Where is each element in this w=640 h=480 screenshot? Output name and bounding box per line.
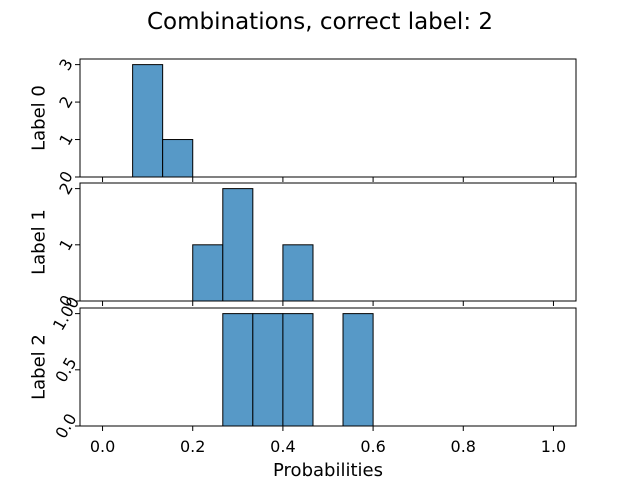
y-axis-label: Label 1 xyxy=(29,209,50,275)
panel-frame xyxy=(79,307,577,427)
histogram-bar xyxy=(282,313,314,427)
histogram-bar xyxy=(222,313,254,427)
histogram-bar xyxy=(192,244,224,302)
x-axis-label: Probabilities xyxy=(273,460,383,480)
y-tick-label: 2 xyxy=(55,93,77,111)
histogram-bar xyxy=(342,313,374,427)
y-axis-label: Label 2 xyxy=(29,334,50,400)
chart-title: Combinations, correct label: 2 xyxy=(147,9,493,35)
x-tick-label: 0.6 xyxy=(360,437,385,456)
y-tick-label: 1 xyxy=(55,236,77,254)
histogram-bar xyxy=(252,313,284,427)
histogram-bar xyxy=(162,139,194,178)
x-tick-label: 0.4 xyxy=(270,437,295,456)
y-axis-label: Label 0 xyxy=(29,85,50,151)
x-tick-label: 1.0 xyxy=(541,437,566,456)
histogram-bar xyxy=(132,64,164,178)
y-tick-label: 1 xyxy=(55,130,77,148)
y-tick-label: 3 xyxy=(55,55,77,73)
y-tick-label: 0.0 xyxy=(51,410,80,442)
histogram-bar xyxy=(282,244,314,302)
panel-frame xyxy=(79,182,577,302)
y-tick-label: 0.5 xyxy=(51,354,80,386)
x-tick-label: 0.0 xyxy=(90,437,115,456)
histogram-bar xyxy=(222,188,254,302)
x-tick-label: 0.8 xyxy=(451,437,476,456)
panel-frame xyxy=(79,58,577,178)
x-tick-label: 0.2 xyxy=(180,437,205,456)
